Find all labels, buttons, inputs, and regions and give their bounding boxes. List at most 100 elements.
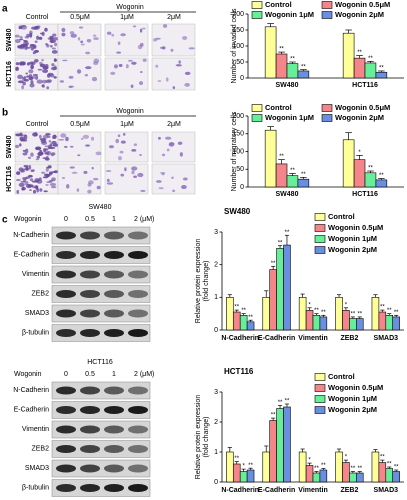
- legend-label: Control: [265, 0, 292, 9]
- cell: [29, 45, 36, 49]
- cell: [131, 166, 138, 171]
- cell: [69, 145, 74, 148]
- significance-label: **: [357, 466, 362, 472]
- cell: [18, 167, 24, 172]
- error-bar: [345, 29, 352, 34]
- cell: [31, 180, 38, 183]
- protein-label: E-Cadherin: [14, 406, 50, 413]
- cell: [51, 47, 56, 50]
- cell: [39, 149, 43, 153]
- cell: [128, 59, 133, 62]
- significance-label: **: [394, 310, 399, 316]
- cell: [69, 166, 75, 169]
- blot-band: [104, 231, 124, 240]
- cell: [41, 59, 44, 62]
- cell: [113, 64, 119, 69]
- legend-swatch: [314, 224, 326, 232]
- blot-band: [128, 445, 148, 453]
- error-bar: [314, 471, 319, 473]
- bar: [392, 471, 400, 483]
- blot-band: [56, 231, 76, 240]
- cell: [58, 139, 65, 141]
- blot-band: [56, 329, 76, 337]
- dose-label: 2 (μM): [134, 216, 154, 223]
- micrograph: [14, 57, 59, 91]
- chart-title: HCT116: [224, 367, 254, 376]
- cell: [45, 184, 49, 186]
- cell: [120, 173, 125, 177]
- y-tick-label: 50: [236, 59, 244, 66]
- bar: [239, 314, 248, 331]
- cell: [32, 186, 38, 189]
- y-tick-label: 200: [232, 11, 244, 18]
- cell: [19, 35, 23, 39]
- cell: [76, 188, 80, 192]
- cell: [15, 133, 22, 137]
- cell: [162, 153, 165, 157]
- error-bar: [241, 468, 246, 472]
- error-bar: [278, 159, 285, 164]
- column-label: 1μM: [120, 121, 134, 128]
- cell: [24, 167, 30, 171]
- blot-band: [56, 425, 76, 434]
- error-bar: [284, 403, 290, 407]
- cell: [23, 139, 28, 142]
- legend-swatch: [314, 395, 326, 403]
- significance-label: **: [271, 261, 276, 267]
- cell: [120, 33, 126, 37]
- blot-band: [56, 290, 76, 298]
- legend-label: Wogonin 0.5μM: [328, 383, 383, 392]
- significance-label: **: [321, 463, 326, 469]
- cell: [14, 38, 21, 44]
- blot-band: [104, 406, 124, 414]
- cell: [14, 34, 20, 38]
- cell: [27, 156, 32, 160]
- column-label: 0.5μM: [70, 121, 90, 128]
- bar: [226, 451, 234, 483]
- cell: [53, 170, 58, 174]
- cell: [92, 34, 97, 37]
- bar: [226, 297, 234, 331]
- micrograph: [57, 131, 102, 163]
- bar: [385, 468, 394, 483]
- legend-label: Wogonin 1μM: [328, 234, 377, 243]
- significance-label: **: [314, 308, 319, 314]
- bar: [275, 53, 288, 79]
- error-bar: [307, 307, 312, 311]
- cell: [48, 146, 53, 149]
- cell: [20, 25, 26, 27]
- cell: [15, 66, 19, 71]
- legend-swatch: [314, 406, 326, 414]
- cell: [80, 40, 84, 44]
- cell: [24, 48, 28, 51]
- micrograph: [14, 163, 59, 195]
- x-tick-label: HCT116: [352, 191, 378, 198]
- blot-band: [128, 386, 148, 395]
- micrograph-bg: [151, 131, 196, 163]
- dose-label: 2 (μM): [134, 371, 154, 378]
- significance-label: **: [387, 462, 392, 468]
- blot-band: [80, 484, 100, 492]
- cell: [85, 66, 92, 70]
- cell: [66, 184, 70, 189]
- bar: [275, 163, 288, 188]
- cell: [184, 71, 191, 76]
- bar: [356, 472, 364, 483]
- cell: [54, 42, 58, 47]
- cell: [22, 41, 29, 46]
- blot-title: HCT116: [87, 359, 113, 366]
- cell: [50, 185, 57, 189]
- error-bar: [307, 462, 312, 466]
- cell: [172, 189, 176, 193]
- y-axis-label: Number of migratory cells: [231, 111, 238, 191]
- error-bar: [367, 170, 374, 173]
- cell: [133, 143, 138, 146]
- significance-label: *: [242, 464, 245, 470]
- blot-band: [128, 231, 148, 240]
- significance-label: **: [301, 64, 306, 70]
- cell: [47, 135, 51, 138]
- group-label: Wogonin: [116, 108, 144, 115]
- blot-title: SW480: [89, 204, 112, 211]
- cell: [53, 76, 57, 79]
- micrograph: [151, 57, 196, 91]
